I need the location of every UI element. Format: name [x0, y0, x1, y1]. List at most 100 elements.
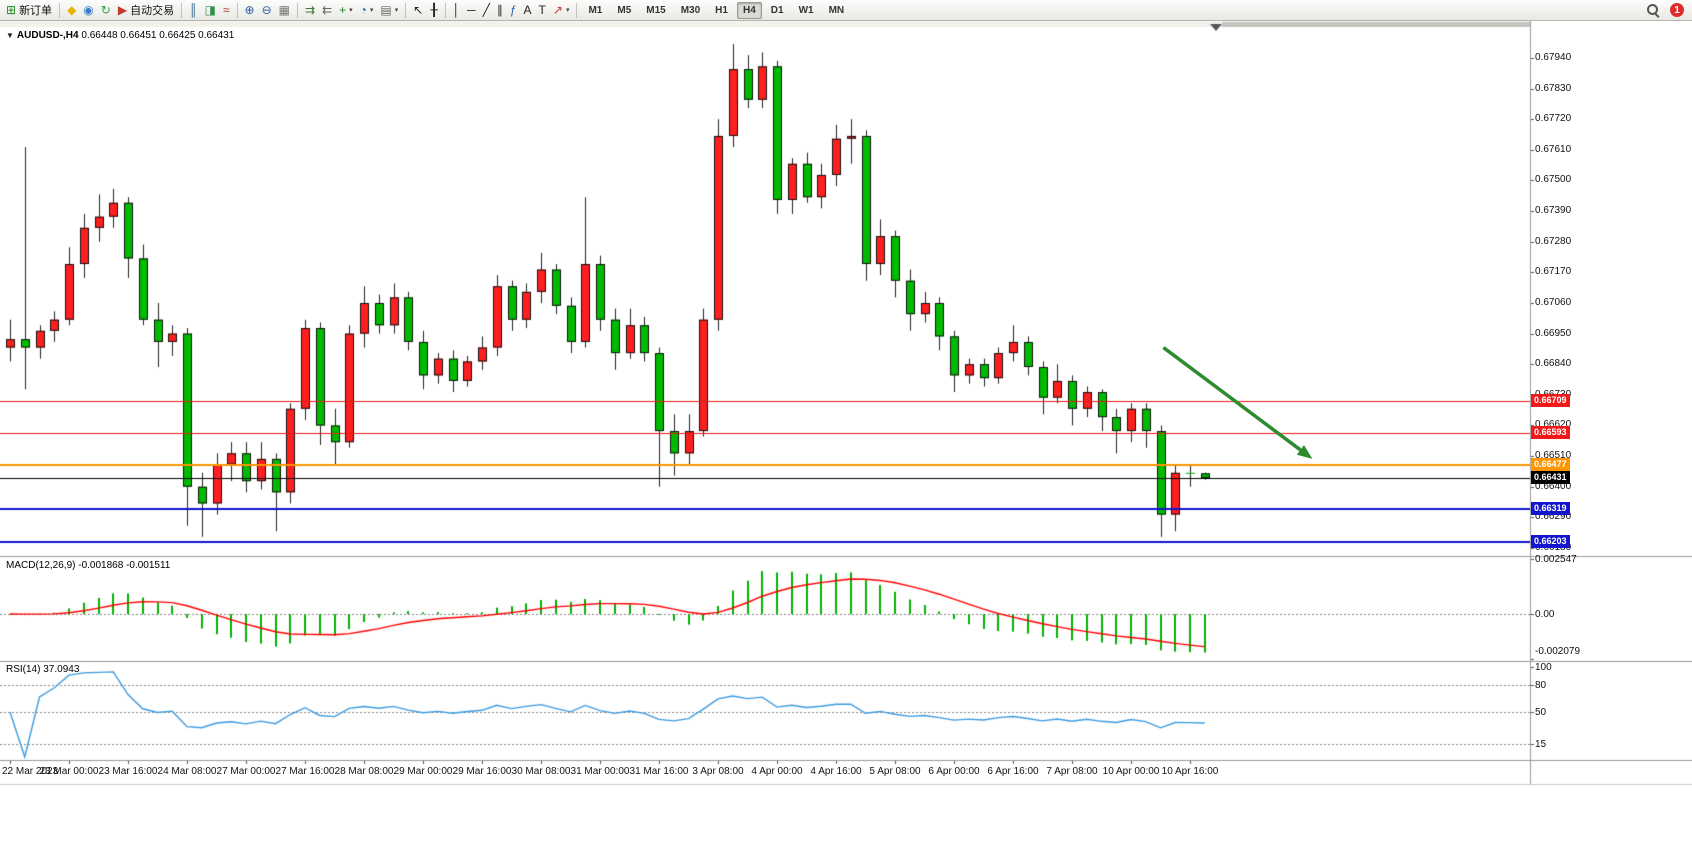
price-tag-0.66593[interactable]: 0.66593: [1531, 426, 1570, 439]
price-scale-label: 0.66400: [1535, 481, 1572, 492]
chart-shift-button[interactable]: ⇇: [319, 1, 335, 19]
market-watch-button[interactable]: ◉: [80, 1, 96, 19]
trendline-icon: ╱: [482, 3, 490, 17]
autotrading-button-label: 自动交易: [130, 5, 175, 17]
refresh-button[interactable]: ↻: [98, 1, 114, 19]
price-tag-0.66319[interactable]: 0.66319: [1531, 502, 1570, 515]
timeframe-button-mn[interactable]: MN: [828, 4, 845, 16]
tile-windows-button[interactable]: ▦: [276, 1, 293, 19]
time-scale-label: 3 Apr 08:00: [692, 766, 744, 777]
time-scale-label: 7 Apr 08:00: [1046, 766, 1098, 777]
price-scale-label: 0.66290: [1535, 511, 1572, 522]
arrows-button[interactable]: ↗ ▾: [550, 1, 573, 19]
timeframe-button-m1[interactable]: M1: [588, 4, 603, 16]
crosshair-button[interactable]: ╂: [427, 1, 440, 19]
time-scale-label: 6 Apr 16:00: [987, 766, 1039, 777]
indicators-button[interactable]: + ▾: [336, 1, 356, 19]
auto-scroll-button[interactable]: ⇉: [302, 1, 318, 19]
time-scale-label: 27 Mar 00:00: [216, 766, 276, 777]
rsi-header: RSI(14) 37.0943: [6, 664, 79, 675]
vline-icon: │: [452, 3, 461, 17]
fibonacci-icon: ƒ: [509, 3, 517, 17]
symbol-dropdown-icon[interactable]: ▼: [6, 31, 14, 40]
timeframe-button-h4[interactable]: H4: [736, 1, 762, 19]
vertical-line-button[interactable]: │: [450, 1, 464, 19]
fibonacci-button[interactable]: ƒ: [507, 1, 520, 19]
crosshair-icon: ╂: [430, 3, 438, 17]
time-scale-label: 27 Mar 16:00: [275, 766, 335, 777]
time-scale-label: 23 Mar 16:00: [98, 766, 158, 777]
new-order-button[interactable]: ⊞ 新订单: [3, 1, 55, 19]
text-label-button[interactable]: T: [536, 1, 549, 19]
price-scale-label: 0.67610: [1535, 144, 1572, 155]
trendline-button[interactable]: ╱: [480, 1, 493, 19]
price-tag-0.66477[interactable]: 0.66477: [1531, 458, 1570, 471]
macd-name: MACD(12,26,9): [6, 560, 76, 571]
new-order-button-label: 新订单: [19, 5, 53, 17]
text-icon: A: [523, 3, 532, 17]
price-scale-label: 0.67060: [1535, 297, 1572, 308]
line-chart-icon: ≈: [222, 3, 230, 17]
time-scale-label: 4 Apr 00:00: [751, 766, 803, 777]
rsi-scale-label: 100: [1535, 662, 1552, 673]
search-icon[interactable]: [1646, 3, 1660, 17]
line-chart-button[interactable]: ≈: [220, 1, 233, 19]
bar-chart-button[interactable]: ║: [186, 1, 201, 19]
cursor-icon: ↖: [413, 3, 424, 17]
bars-chart-icon: ║: [189, 3, 198, 17]
timeframe-button-h1[interactable]: H1: [715, 4, 728, 16]
ohlc-values: 0.66448 0.66451 0.66425 0.66431: [81, 30, 235, 41]
time-scale-label: 28 Mar 08:00: [334, 766, 394, 777]
price-scale-label: 0.67830: [1535, 83, 1572, 94]
price-scale-label: 0.67940: [1535, 52, 1572, 63]
horizontal-line-button[interactable]: ─: [464, 1, 479, 19]
autotrade-icon: ▶: [117, 3, 128, 17]
equidistant-channel-button[interactable]: ∥: [494, 1, 506, 19]
price-scale-label: 0.67390: [1535, 205, 1572, 216]
price-tag-0.66203[interactable]: 0.66203: [1531, 535, 1570, 548]
macd-header: MACD(12,26,9) -0.001868 -0.001511: [6, 560, 170, 571]
zoom-in-icon: ⊕: [244, 3, 255, 17]
zoom-in-button[interactable]: ⊕: [242, 1, 258, 19]
timeframe-button-m30[interactable]: M30: [680, 4, 701, 16]
price-scale-label: 0.67500: [1535, 174, 1572, 185]
clock-icon: ◔: [359, 3, 367, 17]
charts-button[interactable]: ◆: [64, 1, 79, 19]
dropdown-caret-icon: ▾: [394, 7, 399, 14]
arrows-icon: ↗: [552, 3, 563, 17]
price-scale-label: 0.67170: [1535, 266, 1572, 277]
toolbar-buttons: ⊞ 新订单 ◆ ◉ ↻ ▶ 自动交易 ║ ◨ ≈ ⊕ ⊖ ▦ ⇉ ⇇ + ▾ ◔ ▾ ▤ ▾ ↖ ╂ │ ─ ╱ ∥ ƒ A T ↗ ▾ M1 M…: [3, 1, 851, 19]
timeframe-button-w1[interactable]: W1: [798, 4, 814, 16]
price-scale-label: 0.66840: [1535, 358, 1572, 369]
label-icon: T: [538, 3, 546, 17]
template-icon: ▤: [380, 3, 392, 17]
timeframe-button-m15[interactable]: M15: [646, 4, 666, 16]
timeframe-button-m5[interactable]: M5: [617, 4, 632, 16]
periods-button[interactable]: ◔ ▾: [357, 1, 377, 19]
price-tag-0.66709[interactable]: 0.66709: [1531, 394, 1570, 407]
time-scale-label: 10 Apr 00:00: [1102, 766, 1160, 777]
time-scale-label: 22 Mar 2023: [2, 766, 59, 777]
price-tag-0.66431[interactable]: 0.66431: [1531, 471, 1570, 484]
toolbar-separator: [405, 2, 407, 18]
text-button[interactable]: A: [521, 1, 535, 19]
symbol-label: AUDUSD-,H4: [16, 30, 79, 41]
time-scale-label: 31 Mar 16:00: [629, 766, 689, 777]
rsi-scale-label: 15: [1535, 739, 1547, 750]
new-order-icon: ⊞: [6, 3, 17, 17]
chart-symbol-header: ▼ AUDUSD-,H4 0.66448 0.66451 0.66425 0.66…: [6, 30, 234, 41]
toolbar-separator: [576, 2, 578, 18]
zoom-out-button[interactable]: ⊖: [259, 1, 275, 19]
cursor-button[interactable]: ↖: [410, 1, 426, 19]
time-scale-label: 29 Mar 16:00: [452, 766, 512, 777]
templates-button[interactable]: ▤ ▾: [377, 1, 401, 19]
candlestick-chart-button[interactable]: ◨: [202, 1, 219, 19]
notification-badge[interactable]: 1: [1670, 3, 1684, 17]
time-scale-label: 24 Mar 08:00: [157, 766, 217, 777]
time-scale-label: 5 Apr 08:00: [869, 766, 921, 777]
toolbar-separator: [297, 2, 298, 18]
autotrading-button[interactable]: ▶ 自动交易: [115, 1, 177, 19]
timeframe-button-d1[interactable]: D1: [770, 4, 784, 16]
macd-scale-label: 0.002547: [1535, 554, 1577, 565]
